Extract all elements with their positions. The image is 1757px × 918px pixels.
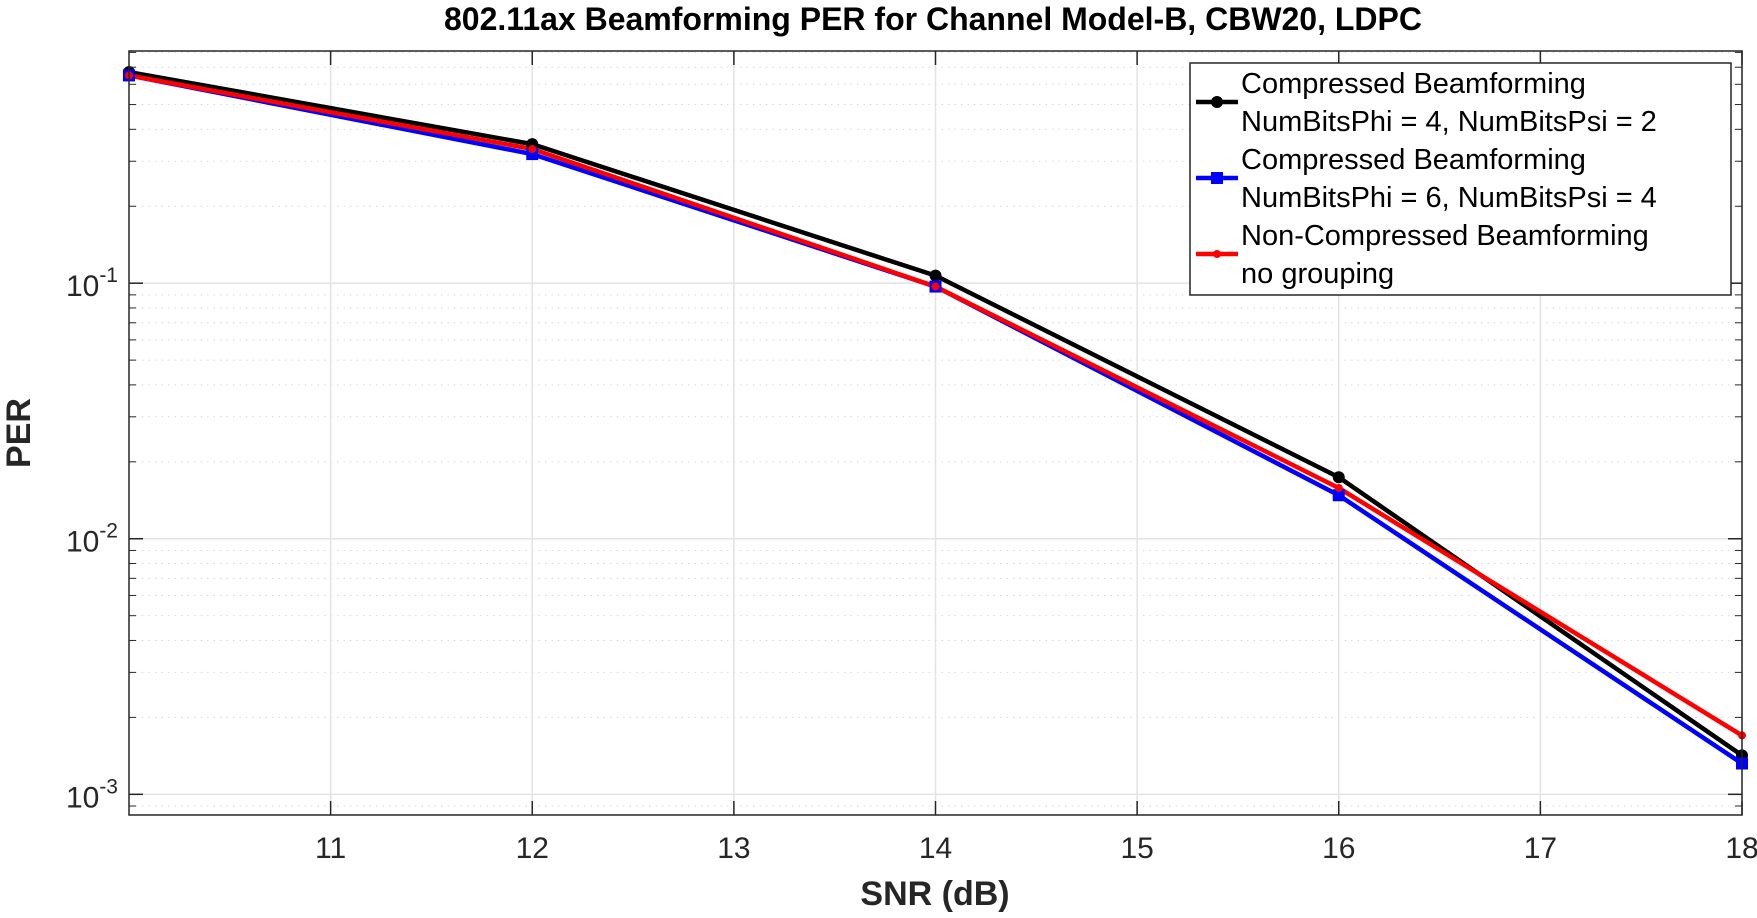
y-tick-label: 10-1 (66, 264, 118, 303)
legend-entry-text: Non-Compressed Beamforming (1241, 220, 1649, 252)
x-tick-label: 17 (1524, 832, 1557, 865)
legend-box (1189, 62, 1732, 296)
y-tick-label: 10-3 (66, 775, 118, 814)
x-tick-label: 15 (1120, 832, 1153, 865)
legend-entry-text: NumBitsPhi = 6, NumBitsPsi = 4 (1241, 182, 1657, 214)
series-group (123, 66, 1748, 770)
x-axis-label: SNR (dB) (860, 875, 1009, 913)
x-tick-label: 12 (516, 832, 549, 865)
x-tick-label: 14 (919, 832, 952, 865)
grid (129, 51, 1743, 815)
ticks: 10-1 10-2 10-3 11 12 13 14 15 16 17 18 (66, 51, 1757, 865)
data-point-circle (1211, 96, 1223, 108)
data-point (1334, 483, 1343, 492)
x-tick-label: 11 (315, 832, 346, 865)
legend: Compressed Beamforming NumBitsPhi = 4, Nu… (1189, 62, 1732, 296)
x-tick-label: 13 (717, 832, 750, 865)
legend-entry-text: NumBitsPhi = 4, NumBitsPsi = 2 (1241, 106, 1657, 138)
data-point-circle (1332, 471, 1345, 484)
legend-entry-text: no grouping (1241, 258, 1394, 290)
x-tick-label: 16 (1322, 832, 1355, 865)
chart-title: 802.11ax Beamforming PER for Channel Mod… (444, 1, 1422, 37)
data-point (528, 144, 537, 153)
y-axis-label: PER (0, 398, 38, 468)
legend-entry-text: Compressed Beamforming (1241, 144, 1586, 176)
data-point-square (1211, 172, 1223, 184)
data-point (1213, 250, 1221, 258)
data-point-circle (929, 269, 942, 282)
x-tick-label: 18 (1725, 832, 1757, 865)
data-point-square (1332, 489, 1345, 502)
legend-entry-text: Compressed Beamforming (1241, 68, 1586, 100)
y-tick-label: 10-2 (66, 520, 118, 559)
data-point (931, 282, 940, 291)
